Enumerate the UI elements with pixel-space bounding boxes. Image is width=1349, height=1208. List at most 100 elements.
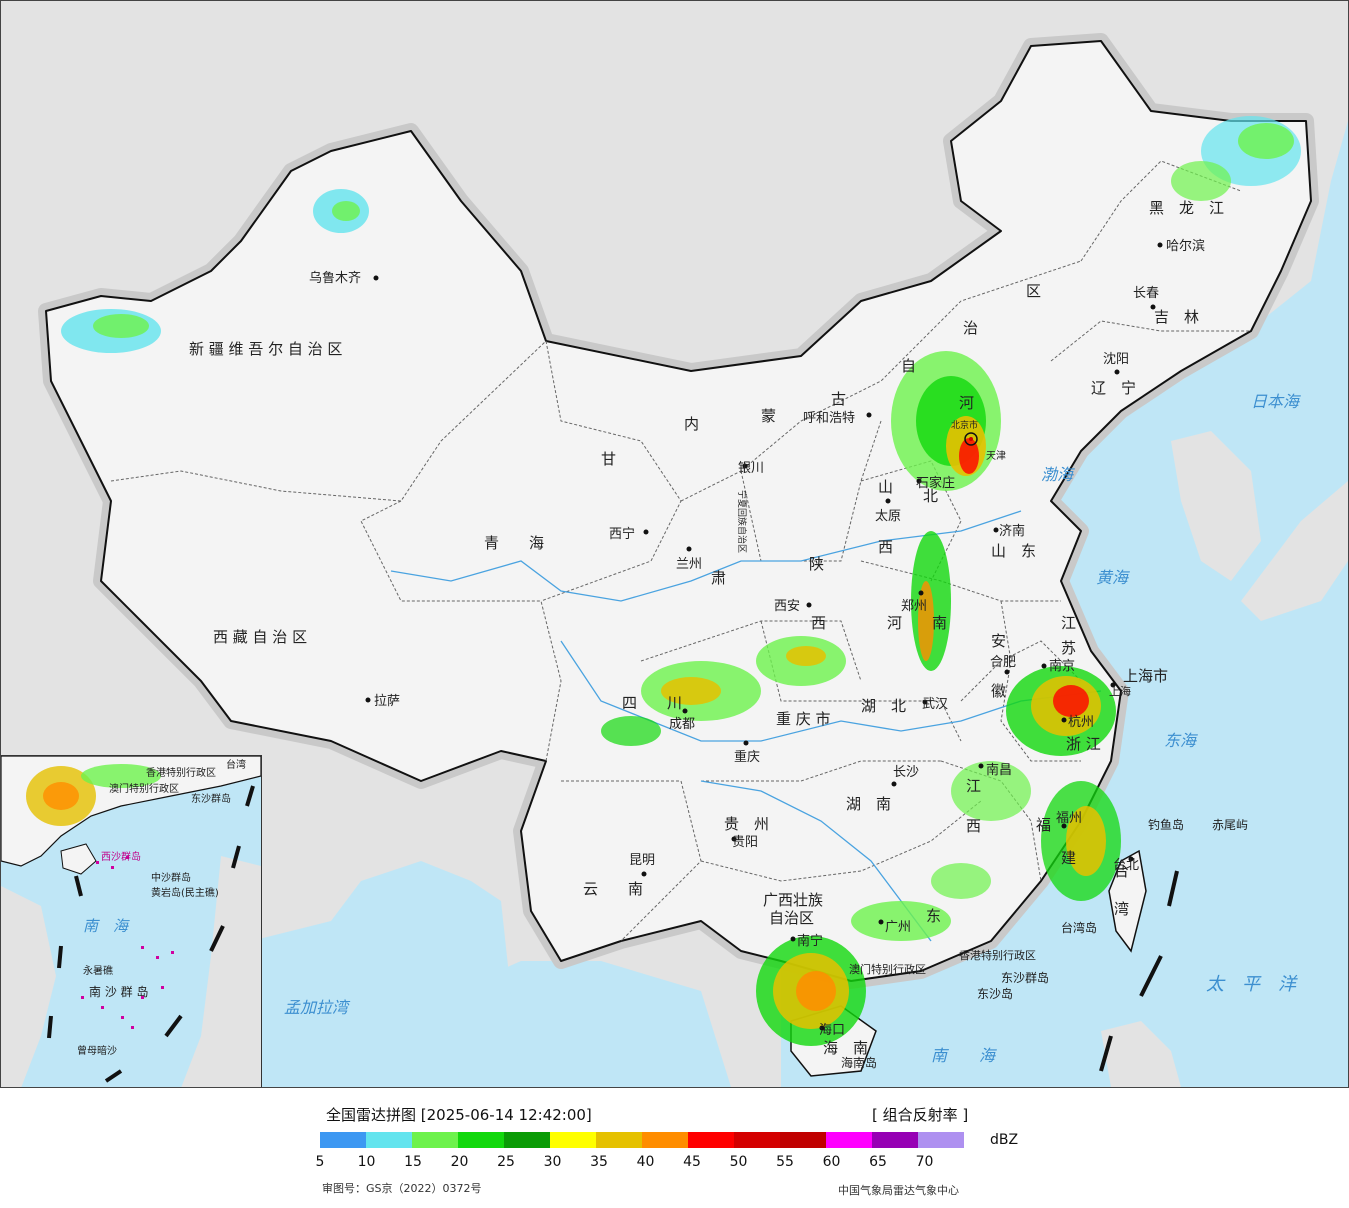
legend-tick-label: 70 xyxy=(915,1154,934,1170)
legend-swatch xyxy=(734,1132,780,1148)
label-henan: 河 南 xyxy=(887,614,947,632)
legend-swatch xyxy=(596,1132,642,1148)
label-jiangxi-2: 西 xyxy=(966,817,981,835)
island-diaoyu: 钓鱼岛 xyxy=(1148,817,1184,832)
label-fujian: 福 xyxy=(1036,816,1051,834)
color-scale xyxy=(320,1132,964,1148)
island-hainan: 海南岛 xyxy=(841,1055,877,1070)
city-taipei: 台北 xyxy=(1113,858,1139,873)
label-yunnan: 云 南 xyxy=(583,880,643,898)
city-urumqi: 乌鲁木齐 xyxy=(309,270,361,286)
label-anhui: 安 xyxy=(991,632,1006,650)
legend-tick-label: 55 xyxy=(776,1154,794,1170)
inset-macao: 澳门特别行政区 xyxy=(109,782,179,795)
city-harbin: 哈尔滨 xyxy=(1166,238,1205,254)
sea-east: 东海 xyxy=(1164,731,1198,750)
legend-tick-label: 45 xyxy=(683,1154,701,1170)
approval-number: 审图号：GS京（2022）0372号 xyxy=(322,1182,482,1195)
label-heilongjiang: 黑 龙 江 xyxy=(1149,199,1224,217)
legend-swatch xyxy=(826,1132,872,1148)
inset-sea-land-west xyxy=(1,886,56,1087)
china-land xyxy=(45,40,1312,982)
label-macao: 澳门特别行政区 xyxy=(849,962,926,976)
island-dongsha-islands: 东沙群岛 xyxy=(1001,970,1049,985)
label-tibet: 西 藏 自 治 区 xyxy=(213,628,307,646)
city-haikou: 海口 xyxy=(819,1023,845,1038)
legend-unit: dBZ xyxy=(990,1132,1019,1148)
city-changchun: 长春 xyxy=(1133,286,1159,301)
label-guizhou: 贵 州 xyxy=(724,815,769,833)
city-nanning: 南宁 xyxy=(797,933,823,949)
label-xinjiang: 新 疆 维 吾 尔 自 治 区 xyxy=(189,340,342,358)
label-shaanxi-2: 西 xyxy=(811,614,826,632)
legend-tick-label: 15 xyxy=(404,1154,422,1170)
city-zhengzhou: 郑州 xyxy=(901,599,927,614)
label-hubei: 湖 北 xyxy=(861,697,906,715)
city-hangzhou: 杭州 xyxy=(1068,715,1094,730)
label-fujian-2: 建 xyxy=(1061,849,1076,867)
radar-echoes xyxy=(61,116,1301,1046)
label-qinghai: 青 海 xyxy=(484,534,544,552)
city-shanghai: 上海 xyxy=(1109,684,1131,698)
city-guangzhou: 广州 xyxy=(885,920,911,935)
china-radar-map: 新 疆 维 吾 尔 自 治 区 西 藏 自 治 区 青 海 甘 肃 内 蒙 古 … xyxy=(38,1,1348,1087)
capital-dot-icon xyxy=(969,437,973,441)
legend-title: 全国雷达拼图 [2025-06-14 12:42:00] xyxy=(326,1106,592,1124)
island-taiwan: 台湾岛 xyxy=(1061,920,1097,935)
label-guangxi-2: 自治区 xyxy=(769,909,814,927)
label-jilin: 吉 林 xyxy=(1154,308,1199,326)
label-shandong: 山 东 xyxy=(991,542,1036,560)
legend-swatch xyxy=(504,1132,550,1148)
legend-ticks: 5 10 15 20 25 30 35 40 45 50 55 60 65 70 xyxy=(0,1154,1349,1174)
city-changsha: 长沙 xyxy=(893,765,919,780)
city-lhasa: 拉萨 xyxy=(374,694,400,709)
label-neimenggu-4: 自 xyxy=(901,357,916,375)
inset-dongsha: 东沙群岛 xyxy=(191,792,231,805)
label-shaanxi: 陕 xyxy=(809,555,824,573)
label-gansu: 甘 xyxy=(601,450,616,468)
label-taiwan-2: 湾 xyxy=(1114,900,1129,918)
taiwan-island xyxy=(1108,849,1147,953)
inset-echo-2 xyxy=(81,764,161,788)
legend-tick-label: 20 xyxy=(450,1154,469,1170)
sea-yellow: 黄海 xyxy=(1096,568,1130,587)
label-zhejiang: 浙 江 xyxy=(1066,735,1101,753)
legend-tick-label: 35 xyxy=(590,1154,608,1170)
city-yinchuan: 银川 xyxy=(738,461,764,476)
legend-swatch xyxy=(366,1132,412,1148)
inset-xisha: 西沙群岛 xyxy=(101,850,141,863)
legend-swatch xyxy=(918,1132,964,1148)
label-shanxi: 山 xyxy=(878,478,893,496)
city-taiyuan: 太原 xyxy=(875,509,901,524)
label-neimenggu-5: 治 xyxy=(963,319,978,337)
inset-huangyan: 黄岩岛(民主礁) xyxy=(151,886,219,899)
city-fuzhou: 福州 xyxy=(1056,811,1082,826)
label-hunan: 湖 南 xyxy=(846,795,891,813)
label-neimenggu-2: 蒙 xyxy=(761,407,776,425)
legend-tick-label: 65 xyxy=(869,1154,887,1170)
philippines-land xyxy=(1101,1021,1181,1087)
capital-icon xyxy=(964,432,978,446)
label-chongqing: 重 庆 市 xyxy=(776,710,831,728)
city-lanzhou: 兰州 xyxy=(676,557,702,572)
city-kunming: 昆明 xyxy=(629,853,655,868)
city-guiyang: 贵阳 xyxy=(732,835,758,850)
legend-tick-label: 5 xyxy=(315,1154,325,1170)
city-shenyang: 沈阳 xyxy=(1103,352,1129,367)
label-shanxi-2: 西 xyxy=(878,538,893,556)
legend-swatch xyxy=(458,1132,504,1148)
inset-nansha: 南 沙 群 岛 xyxy=(89,984,148,999)
inset-hainan xyxy=(60,843,97,875)
inset-yongshu: 永暑礁 xyxy=(83,964,113,977)
city-hefei: 合肥 xyxy=(990,655,1016,670)
korea-japan-land xyxy=(1171,431,1261,581)
inset-hk: 香港特别行政区 xyxy=(146,766,216,779)
label-hebei-2: 河 xyxy=(959,394,974,412)
legend-swatch xyxy=(688,1132,734,1148)
city-nanchang: 南昌 xyxy=(986,762,1012,778)
city-jinan: 济南 xyxy=(999,523,1025,539)
island-dongsha: 东沙岛 xyxy=(977,986,1013,1001)
inset-taiwan: 台湾 xyxy=(226,758,246,771)
inset-zhongsha: 中沙群岛 xyxy=(151,871,191,884)
